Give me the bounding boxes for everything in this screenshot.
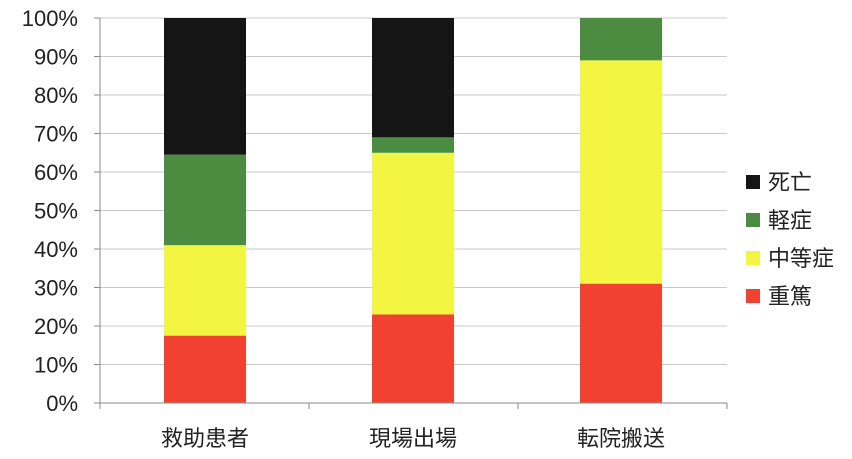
y-tick-label: 20% <box>34 314 78 339</box>
x-axis-category-labels: 救助患者 現場出場 転院搬送 <box>161 427 665 452</box>
bar-segment <box>372 314 454 403</box>
bar-segment <box>372 152 454 315</box>
bar-segment <box>164 18 246 155</box>
bar-segment <box>372 18 454 138</box>
bar-segment <box>164 245 246 336</box>
y-tick-label: 70% <box>34 122 78 147</box>
y-tick-label: 90% <box>34 45 78 70</box>
bar-segment <box>164 335 246 403</box>
axes <box>94 17 728 409</box>
y-tick-label: 60% <box>34 160 78 185</box>
y-tick-label: 0% <box>46 391 78 416</box>
y-tick-label: 10% <box>34 353 78 378</box>
y-tick-label: 40% <box>34 237 78 262</box>
legend-swatch <box>746 289 760 303</box>
x-category-label: 転院搬送 <box>577 427 665 452</box>
bar-segment <box>580 283 662 403</box>
legend-swatch <box>746 251 760 265</box>
bars <box>164 18 662 403</box>
y-tick-label: 80% <box>34 83 78 108</box>
legend-label: 死亡 <box>768 171 812 196</box>
y-tick-label: 30% <box>34 276 78 301</box>
y-tick-label: 50% <box>34 199 78 224</box>
y-tick-label: 100% <box>22 6 78 31</box>
x-category-label: 救助患者 <box>161 427 249 452</box>
legend-label: 中等症 <box>768 247 834 272</box>
bar-segment <box>164 154 246 246</box>
legend-label: 重篤 <box>768 285 812 310</box>
legend-label: 軽症 <box>768 209 812 234</box>
legend-swatch <box>746 175 760 189</box>
bar-segment <box>580 18 662 61</box>
x-category-label: 現場出場 <box>369 427 457 452</box>
legend-swatch <box>746 213 760 227</box>
bar-segment <box>372 137 454 153</box>
bar-segment <box>580 60 662 284</box>
y-axis-tick-labels: 0% 10% 20% 30% 40% 50% 60% 70% 80% 90% 100% <box>22 6 78 416</box>
